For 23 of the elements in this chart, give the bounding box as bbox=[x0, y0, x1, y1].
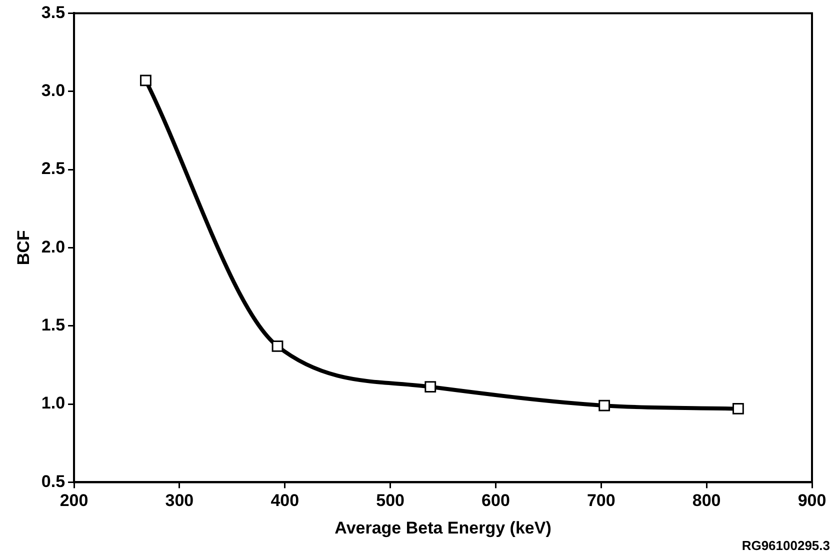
y-tick-label: 2.5 bbox=[41, 159, 66, 178]
point bbox=[140, 74, 152, 86]
y-tick-label: 3.5 bbox=[41, 2, 66, 22]
y-tick-label: 1.0 bbox=[41, 394, 66, 413]
point bbox=[732, 403, 744, 414]
text: RG96100295.3 bbox=[742, 538, 830, 554]
x-tick-label: 400 bbox=[270, 491, 300, 510]
point bbox=[424, 381, 436, 393]
y-tick-label: 3.0 bbox=[41, 81, 66, 100]
x-tick-label: 800 bbox=[692, 491, 721, 510]
point bbox=[598, 400, 610, 412]
y-tick-label: 0.5 bbox=[41, 472, 66, 491]
x-tick-label: 300 bbox=[165, 491, 194, 510]
y-tick-label: 1.5 bbox=[41, 316, 66, 335]
x-tick-label: 500 bbox=[376, 491, 404, 510]
x-tick-label: 900 bbox=[798, 491, 826, 510]
y-axis-title: BCF bbox=[14, 230, 33, 266]
x-tick-label: 200 bbox=[60, 491, 88, 510]
x-tick-label: 700 bbox=[586, 491, 616, 510]
y-tick-label: 2.0 bbox=[41, 237, 66, 256]
point bbox=[272, 340, 284, 352]
x-axis-title: Average Beta Energy (keV) bbox=[334, 518, 552, 538]
x-tick-label: 600 bbox=[482, 491, 510, 510]
